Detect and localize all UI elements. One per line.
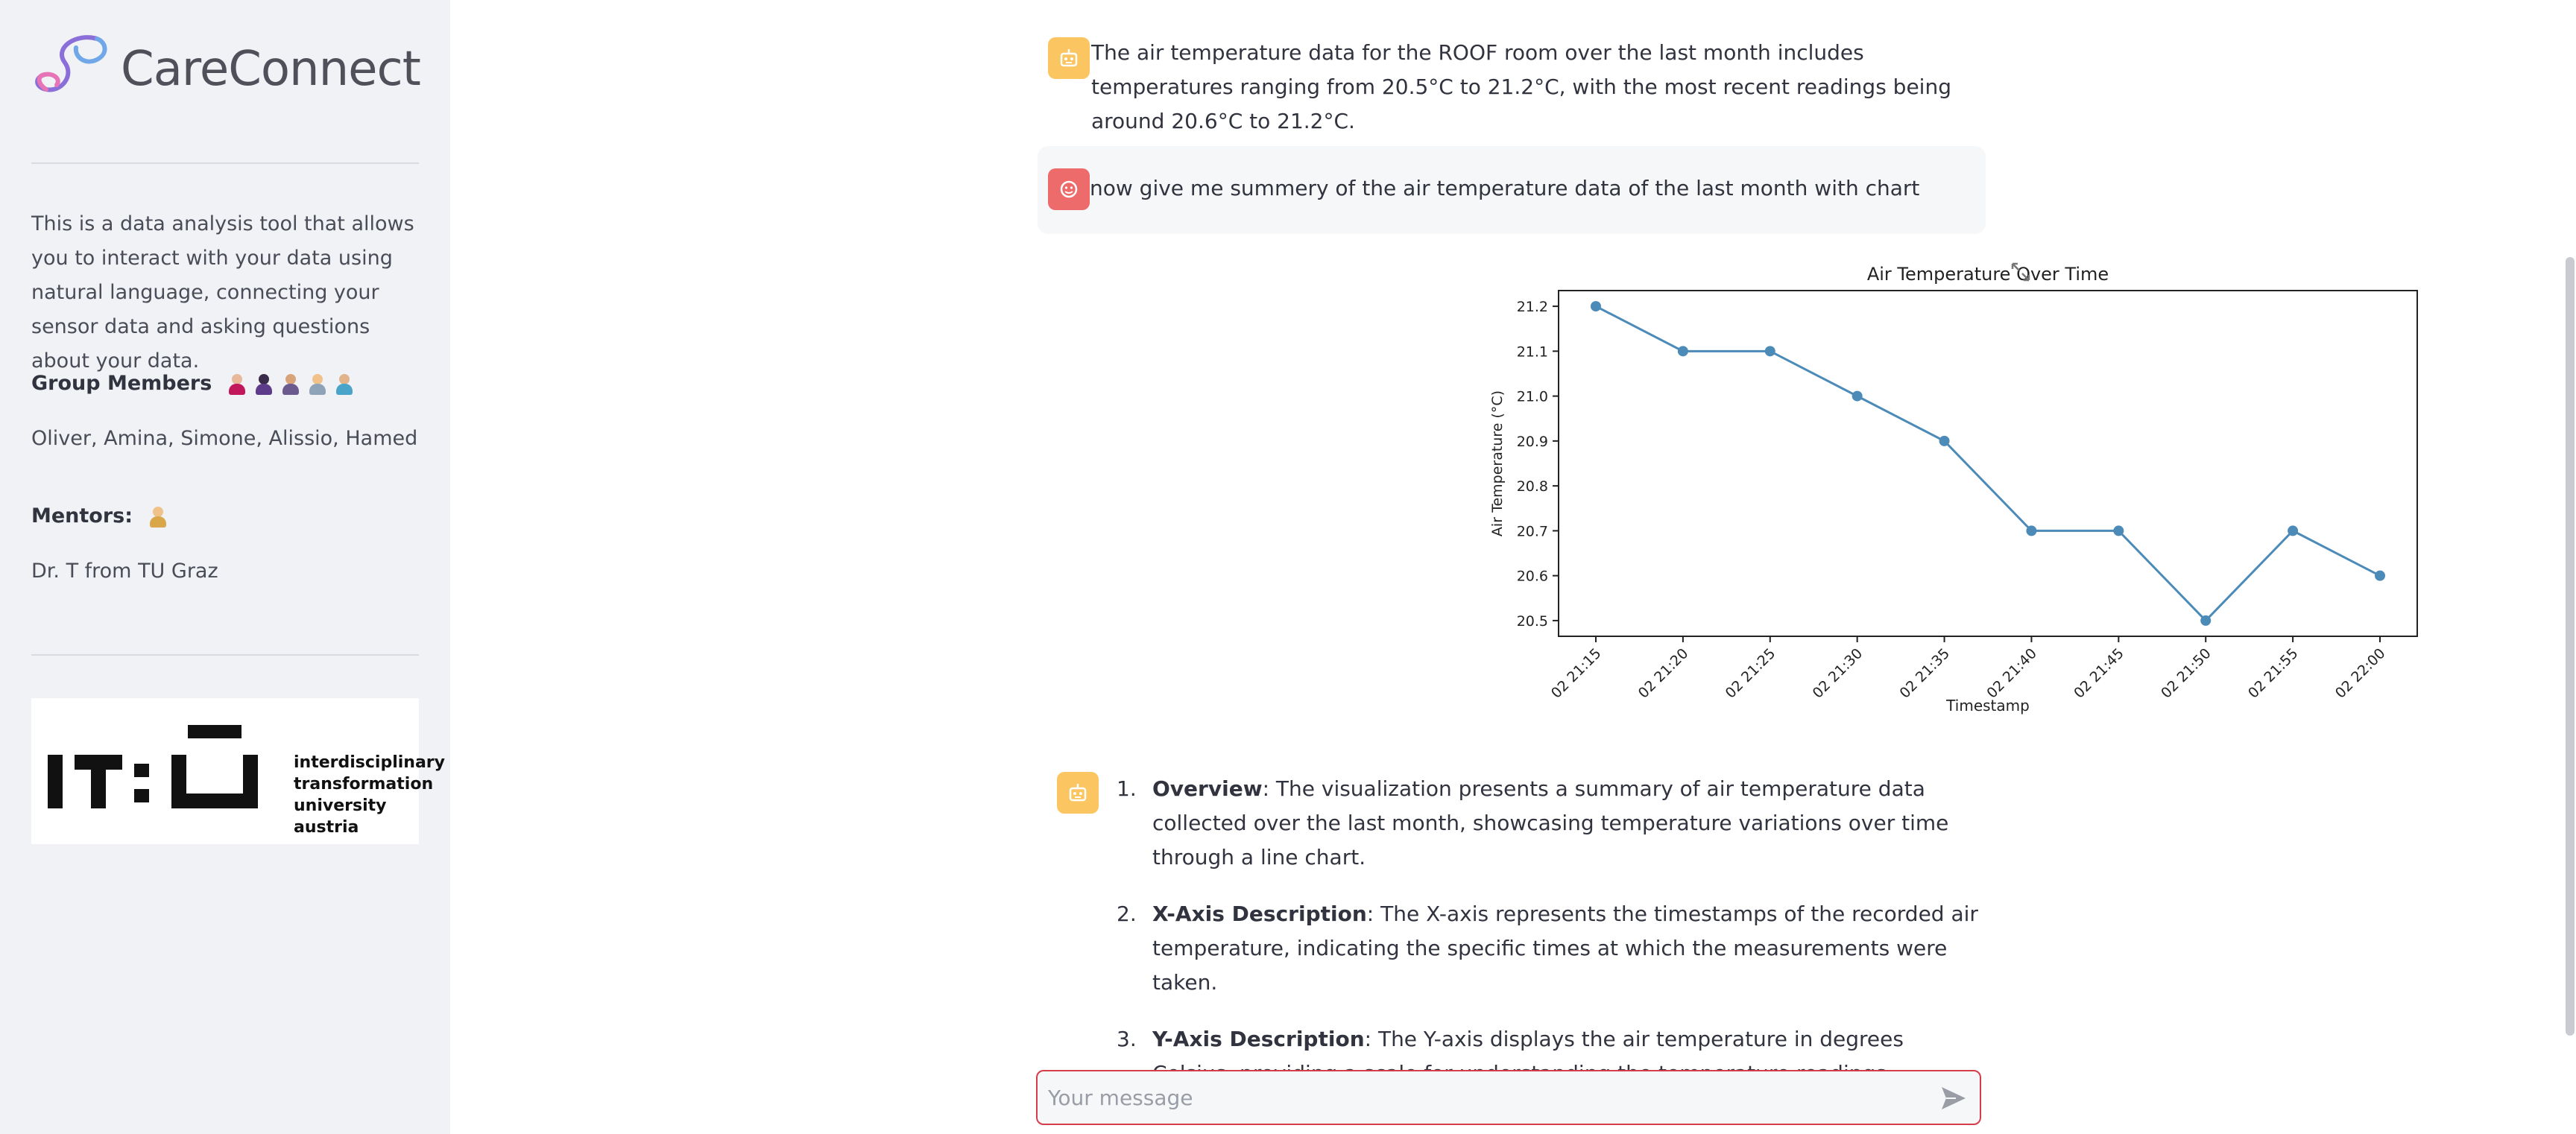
y-tick-label: 21.1: [1517, 343, 1548, 360]
member-emoji-row: [227, 373, 354, 395]
app-description: This is a data analysis tool that allows…: [31, 212, 414, 373]
x-tick-label: 02 21:25: [1723, 645, 1779, 702]
university-line: transformation: [294, 775, 434, 794]
list-item-number: 3.: [1117, 1027, 1137, 1051]
app-logo: CareConnect: [31, 30, 421, 104]
data-point: [1852, 390, 1863, 402]
data-point: [2288, 525, 2299, 536]
chart-plot-frame: [1558, 290, 2418, 637]
careconnect-logo-icon: [35, 35, 107, 92]
mentors-heading: Mentors:: [31, 499, 426, 533]
series-line: [1595, 305, 2381, 623]
y-tick-label: 20.8: [1517, 478, 1548, 495]
y-tick-label: 21.0: [1517, 389, 1548, 405]
x-tick-label: 02 21:45: [2071, 645, 2127, 702]
list-item-title: Overview: [1152, 776, 1263, 801]
chat-message-input[interactable]: [1048, 1079, 1913, 1116]
list-item-number: 1.: [1117, 776, 1137, 801]
person-emoji-icon: [227, 373, 247, 395]
user-face-icon: [1048, 168, 1090, 210]
user-message: now give me summery of the air temperatu…: [1038, 146, 1986, 234]
list-item-title: X-Axis Description: [1152, 902, 1367, 926]
x-tick-label: 02 21:30: [1810, 645, 1866, 702]
robot-icon: [1057, 772, 1099, 814]
robot-icon: [1048, 37, 1090, 79]
mentor-emoji-row: [148, 506, 168, 528]
scrollbar[interactable]: [2566, 257, 2575, 1036]
sidebar: CareConnect This is a data analysis tool…: [0, 0, 450, 1134]
chat-input-box[interactable]: [1036, 1070, 1981, 1125]
sidebar-divider: [31, 162, 419, 164]
list-item-title: Y-Axis Description: [1152, 1027, 1365, 1051]
data-point: [2375, 570, 2385, 581]
send-icon[interactable]: [1939, 1085, 1968, 1112]
y-tick-label: 20.5: [1517, 613, 1548, 630]
x-tick-label: 02 21:50: [2158, 645, 2214, 702]
list-item: 1. Overview: The visualization presents …: [1117, 772, 1989, 875]
university-logo: interdisciplinary transformation univers…: [31, 698, 445, 844]
expand-icon[interactable]: [2010, 261, 2032, 283]
air-temperature-chart: Air Temperature Over Time 20.5 20.6 20.7 20.…: [1489, 264, 2418, 715]
list-item: 2. X-Axis Description: The X-axis repres…: [1117, 897, 1989, 1000]
data-point: [1764, 346, 1775, 357]
data-point: [1677, 346, 1688, 357]
list-item-text: : The visualization presents a summary o…: [1152, 776, 1949, 869]
data-point: [1939, 435, 1950, 446]
sidebar-divider: [31, 654, 419, 656]
person-emoji-icon: [254, 373, 274, 395]
data-point: [1591, 301, 1601, 312]
y-tick-label: 21.2: [1517, 299, 1548, 315]
robot-glyph: [1069, 784, 1087, 802]
group-members-label: Group Members: [31, 372, 212, 395]
university-line: university austria: [294, 796, 387, 837]
x-tick-label: 02 22:00: [2332, 645, 2389, 702]
x-tick-label: 02 21:40: [1983, 645, 2040, 702]
x-axis-label: Timestamp: [1945, 697, 2030, 715]
assistant-message: The air temperature data for the ROOF ro…: [1038, 36, 1986, 133]
x-tick-label: 02 21:55: [2245, 645, 2302, 702]
x-tick-label: 02 21:15: [1548, 645, 1605, 702]
person-emoji-icon: [148, 506, 168, 528]
assistant-message-text: The air temperature data for the ROOF ro…: [1091, 40, 1951, 133]
main-chat-area: The air temperature data for the ROOF ro…: [450, 0, 2576, 1134]
robot-glyph: [1060, 49, 1078, 67]
user-message-text: now give me summery of the air temperatu…: [1090, 176, 1920, 200]
group-members-heading: Group Members: [31, 367, 426, 401]
university-name: interdisciplinary transformation univers…: [294, 752, 445, 838]
data-point: [2026, 525, 2037, 536]
person-emoji-icon: [308, 373, 327, 395]
y-axis-label: Air Temperature (°C): [1489, 390, 1506, 536]
group-members-names: Oliver, Amina, Simone, Alissio, Hamed: [31, 427, 418, 450]
y-tick-label: 20.6: [1517, 568, 1548, 585]
mentors-label: Mentors:: [31, 504, 133, 528]
chart-title: Air Temperature Over Time: [1867, 264, 2109, 285]
data-point: [2113, 525, 2124, 536]
person-emoji-icon: [281, 373, 300, 395]
x-tick-label: 02 21:35: [1896, 645, 1953, 702]
list-item-text: : The X-axis represents the timestamps o…: [1152, 902, 1978, 995]
y-tick-label: 20.9: [1517, 434, 1548, 450]
app-name: CareConnect: [121, 42, 421, 97]
x-tick-label: 02 21:20: [1635, 645, 1692, 702]
university-line: interdisciplinary: [294, 753, 445, 772]
list-item-number: 2.: [1117, 902, 1137, 926]
person-emoji-icon: [335, 373, 354, 395]
mentor-name: Dr. T from TU Graz: [31, 560, 218, 583]
data-point: [2200, 615, 2212, 626]
user-glyph: [1060, 180, 1078, 198]
it-u-logo-icon: [48, 725, 258, 808]
y-tick-label: 20.7: [1517, 523, 1548, 539]
assistant-answer-list: 1. Overview: The visualization presents …: [1117, 772, 1989, 1113]
